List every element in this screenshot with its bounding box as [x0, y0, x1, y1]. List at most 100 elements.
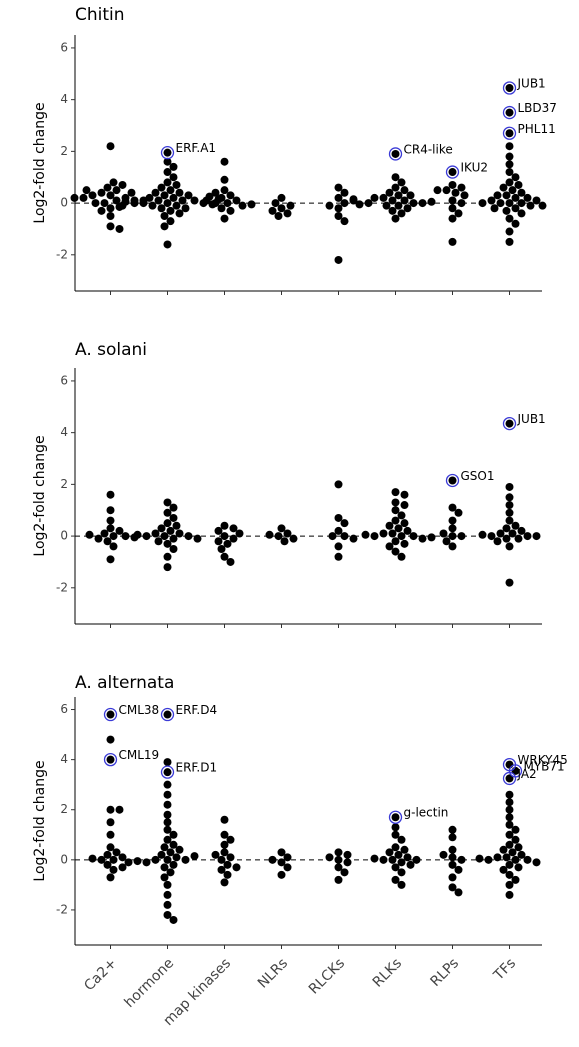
- point: [163, 780, 172, 789]
- annotation-label: ERF.A1: [176, 141, 217, 155]
- point: [106, 755, 115, 764]
- point: [112, 196, 121, 205]
- point: [502, 191, 511, 200]
- point: [223, 860, 232, 869]
- point: [391, 516, 400, 525]
- point: [403, 204, 412, 213]
- point: [160, 222, 169, 231]
- point: [505, 152, 514, 161]
- point: [184, 191, 193, 200]
- point: [124, 858, 133, 867]
- annotation-label: MYB71: [524, 759, 565, 773]
- point: [523, 532, 532, 541]
- point: [391, 830, 400, 839]
- point: [532, 196, 541, 205]
- point: [247, 200, 256, 209]
- point: [517, 188, 526, 197]
- point: [283, 209, 292, 218]
- point: [412, 855, 421, 864]
- point: [220, 552, 229, 561]
- point: [82, 186, 91, 195]
- highlight-ring: [103, 752, 118, 767]
- point: [460, 191, 469, 200]
- point: [121, 532, 130, 541]
- point: [508, 529, 517, 538]
- highlight-ring: [388, 147, 403, 161]
- point: [169, 173, 178, 182]
- point: [514, 180, 523, 189]
- point: [505, 890, 514, 899]
- x-tick-label: Ca2+: [81, 955, 120, 994]
- point: [151, 188, 160, 197]
- point: [400, 519, 409, 528]
- point: [85, 530, 94, 539]
- point: [448, 476, 457, 485]
- point: [106, 555, 115, 564]
- point: [406, 860, 415, 869]
- y-tick-label: 4: [60, 752, 68, 766]
- point: [448, 873, 457, 882]
- point: [448, 860, 457, 869]
- point: [106, 222, 115, 231]
- point: [487, 196, 496, 205]
- point: [391, 843, 400, 852]
- panel-title: A. solani: [75, 340, 147, 360]
- point: [172, 521, 181, 530]
- point: [391, 183, 400, 192]
- point: [397, 552, 406, 561]
- point: [340, 199, 349, 208]
- point: [172, 180, 181, 189]
- point: [340, 188, 349, 197]
- point: [505, 482, 514, 491]
- point: [211, 188, 220, 197]
- point: [163, 240, 172, 249]
- point: [502, 534, 511, 543]
- annotation-label: ERF.D1: [176, 761, 218, 775]
- point: [235, 529, 244, 538]
- point: [133, 857, 142, 866]
- point: [280, 537, 289, 546]
- point: [160, 863, 169, 872]
- point: [493, 537, 502, 546]
- point: [400, 186, 409, 195]
- point: [163, 168, 172, 177]
- point: [448, 214, 457, 223]
- point: [484, 855, 493, 864]
- y-tick-label: 6: [60, 40, 68, 54]
- highlight-ring: [445, 473, 460, 488]
- point: [505, 508, 514, 517]
- point: [409, 532, 418, 541]
- point: [106, 191, 115, 200]
- panel-title: A. alternata: [75, 673, 174, 693]
- point: [271, 199, 280, 208]
- point: [166, 526, 175, 535]
- point: [184, 532, 193, 541]
- point: [163, 157, 172, 166]
- point: [166, 186, 175, 195]
- point: [202, 196, 211, 205]
- x-tick-label: NLRs: [255, 955, 291, 991]
- point: [340, 519, 349, 528]
- point: [514, 534, 523, 543]
- point: [115, 224, 124, 233]
- point: [496, 199, 505, 208]
- point: [226, 206, 235, 215]
- point: [505, 160, 514, 169]
- point: [157, 204, 166, 213]
- point: [532, 858, 541, 867]
- point: [517, 850, 526, 859]
- point: [163, 178, 172, 187]
- point: [514, 863, 523, 872]
- point: [274, 532, 283, 541]
- point: [172, 853, 181, 862]
- point: [505, 542, 514, 551]
- point: [391, 173, 400, 182]
- point: [169, 915, 178, 924]
- point: [79, 193, 88, 202]
- point: [349, 534, 358, 543]
- point: [163, 825, 172, 834]
- annotation-label: JUB1: [517, 412, 546, 426]
- point: [388, 529, 397, 538]
- y-tick-label: 6: [60, 702, 68, 716]
- point: [229, 534, 238, 543]
